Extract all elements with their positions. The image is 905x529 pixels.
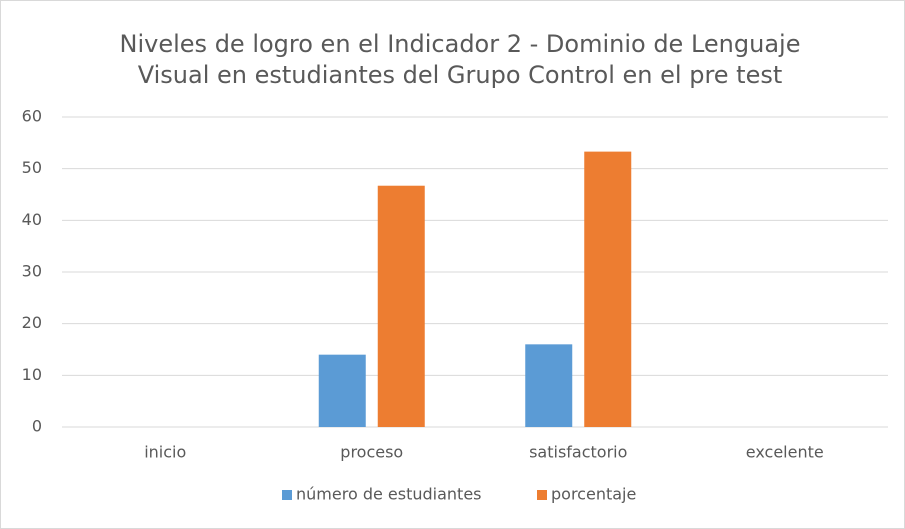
legend-swatch [282, 490, 292, 500]
y-tick-label: 0 [32, 417, 42, 436]
y-tick-label: 10 [22, 365, 42, 384]
y-tick-label: 40 [22, 210, 42, 229]
bar [525, 344, 573, 427]
bar [318, 354, 366, 427]
y-tick-label: 60 [22, 107, 42, 126]
y-tick-label: 50 [22, 158, 42, 177]
legend-label: porcentaje [551, 485, 636, 504]
x-tick-label: inicio [144, 443, 186, 462]
chart-title: Visual en estudiantes del Grupo Control … [138, 61, 783, 89]
bar [584, 151, 632, 427]
chart-title: Niveles de logro en el Indicador 2 - Dom… [120, 30, 801, 58]
legend-label: número de estudiantes [296, 485, 482, 504]
x-tick-label: proceso [340, 443, 403, 462]
y-tick-label: 30 [22, 262, 42, 281]
x-tick-label: satisfactorio [529, 443, 627, 462]
x-tick-label: excelente [746, 443, 824, 462]
y-tick-label: 20 [22, 313, 42, 332]
legend-swatch [537, 490, 547, 500]
bar [377, 185, 425, 427]
